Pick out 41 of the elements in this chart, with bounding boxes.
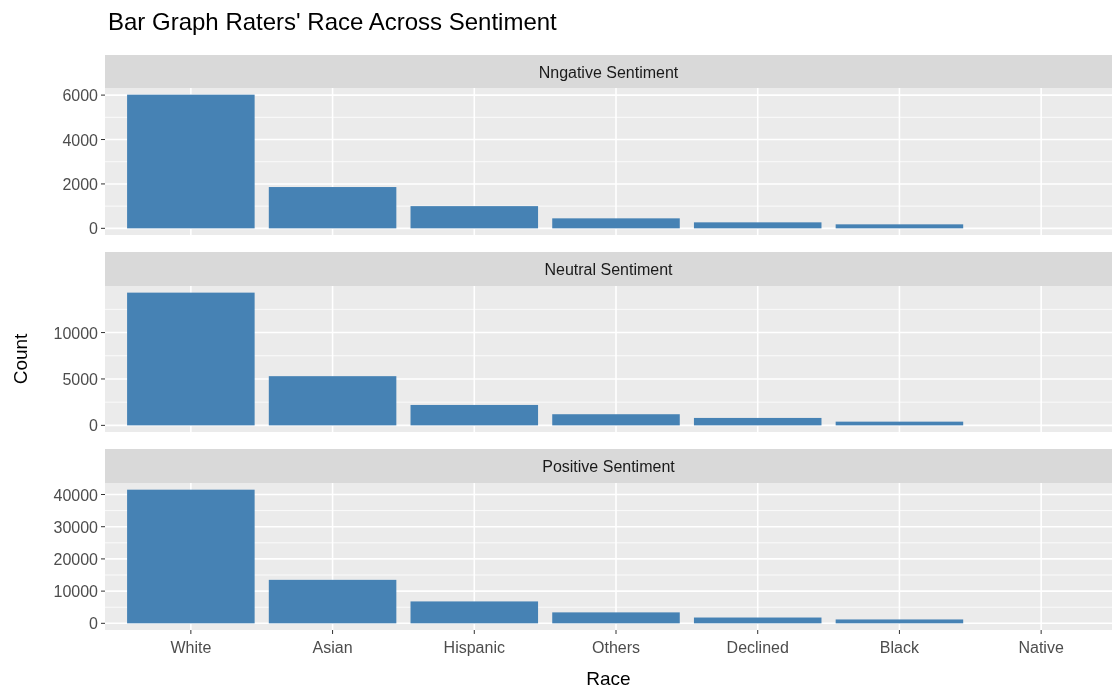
bar [552, 612, 680, 624]
bar [127, 489, 255, 624]
bar [410, 404, 539, 426]
bar [410, 601, 539, 624]
x-tick-label: White [170, 639, 212, 656]
x-axis-title: Race [586, 668, 631, 689]
bar [693, 222, 822, 229]
y-tick-label: 30000 [53, 518, 99, 536]
x-tick-label: Native [1018, 639, 1064, 656]
y-tick-label: 2000 [62, 175, 99, 193]
bar [410, 206, 539, 229]
bar [127, 292, 255, 426]
y-tick-label: 10000 [53, 583, 99, 601]
chart-title: Bar Graph Raters' Race Across Sentiment [108, 8, 558, 35]
bar [835, 619, 964, 624]
y-tick-label: 20000 [53, 550, 99, 568]
bar [835, 224, 964, 229]
bar [268, 376, 397, 426]
x-tick-label: Asian [312, 639, 353, 656]
x-tick-label: Declined [726, 639, 789, 656]
bar [268, 187, 397, 229]
y-tick-label: 5000 [62, 370, 99, 388]
y-tick-label: 0 [89, 615, 99, 633]
chart-subtitle: Neutral Sentiment [544, 261, 674, 278]
y-tick-label: 40000 [53, 486, 99, 504]
x-tick-label: Black [879, 639, 920, 656]
y-axis-title: Count [10, 332, 31, 385]
y-tick-label: 6000 [62, 87, 99, 105]
y-tick-label: 10000 [53, 324, 99, 342]
bar [127, 94, 255, 229]
chart-subtitle: Positive Sentiment [542, 458, 676, 475]
y-tick-label: 4000 [62, 131, 99, 149]
bar [693, 417, 822, 426]
y-tick-label: 0 [89, 220, 99, 238]
chart-subtitle: Nngative Sentiment [538, 63, 679, 81]
bar [552, 218, 680, 229]
bar [552, 414, 680, 426]
bar [268, 579, 397, 624]
x-tick-label: Others [591, 639, 641, 656]
y-tick-label: 0 [89, 417, 99, 435]
x-tick-label: Hispanic [443, 639, 505, 656]
